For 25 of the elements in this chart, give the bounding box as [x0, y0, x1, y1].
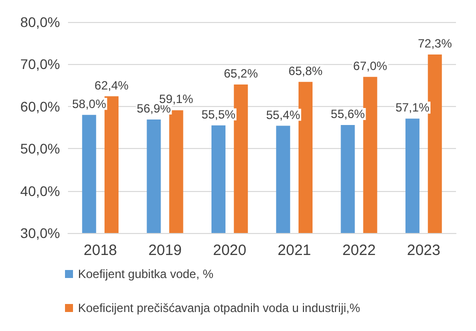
x-tick-label: 2023: [406, 242, 440, 259]
data-label: 65,2%: [224, 66, 258, 80]
data-label: 62,4%: [94, 78, 129, 92]
data-label: 57,1%: [395, 100, 430, 115]
data-label: 72,3%: [418, 36, 452, 50]
data-label: 55,6%: [330, 106, 366, 121]
y-tick-label: 70,0%: [20, 56, 60, 72]
data-label: 59,1%: [159, 92, 194, 106]
x-tick-label: 2018: [84, 242, 118, 259]
x-tick-label: 2022: [342, 242, 376, 259]
data-label: 55,4%: [266, 108, 300, 122]
x-tick-label: 2020: [212, 242, 246, 259]
y-tick-label: 40,0%: [20, 182, 60, 199]
data-label: 58,0%: [72, 96, 106, 111]
legend-label: Koefijent gubitka vode, %: [78, 267, 214, 281]
y-tick-label: 80,0%: [20, 14, 60, 30]
legend-label: Koeficijent prečišćavanja otpadnih voda u industriji,%: [78, 301, 360, 315]
data-label: 67,0%: [353, 58, 388, 73]
x-tick-label: 2021: [278, 242, 312, 259]
data-label: 55,5%: [201, 107, 236, 122]
y-tick-label: 50,0%: [20, 140, 60, 157]
y-tick-label: 30,0%: [20, 225, 60, 241]
x-tick-label: 2019: [148, 242, 182, 259]
data-label: 65,8%: [288, 64, 323, 78]
y-tick-label: 60,0%: [20, 98, 60, 114]
